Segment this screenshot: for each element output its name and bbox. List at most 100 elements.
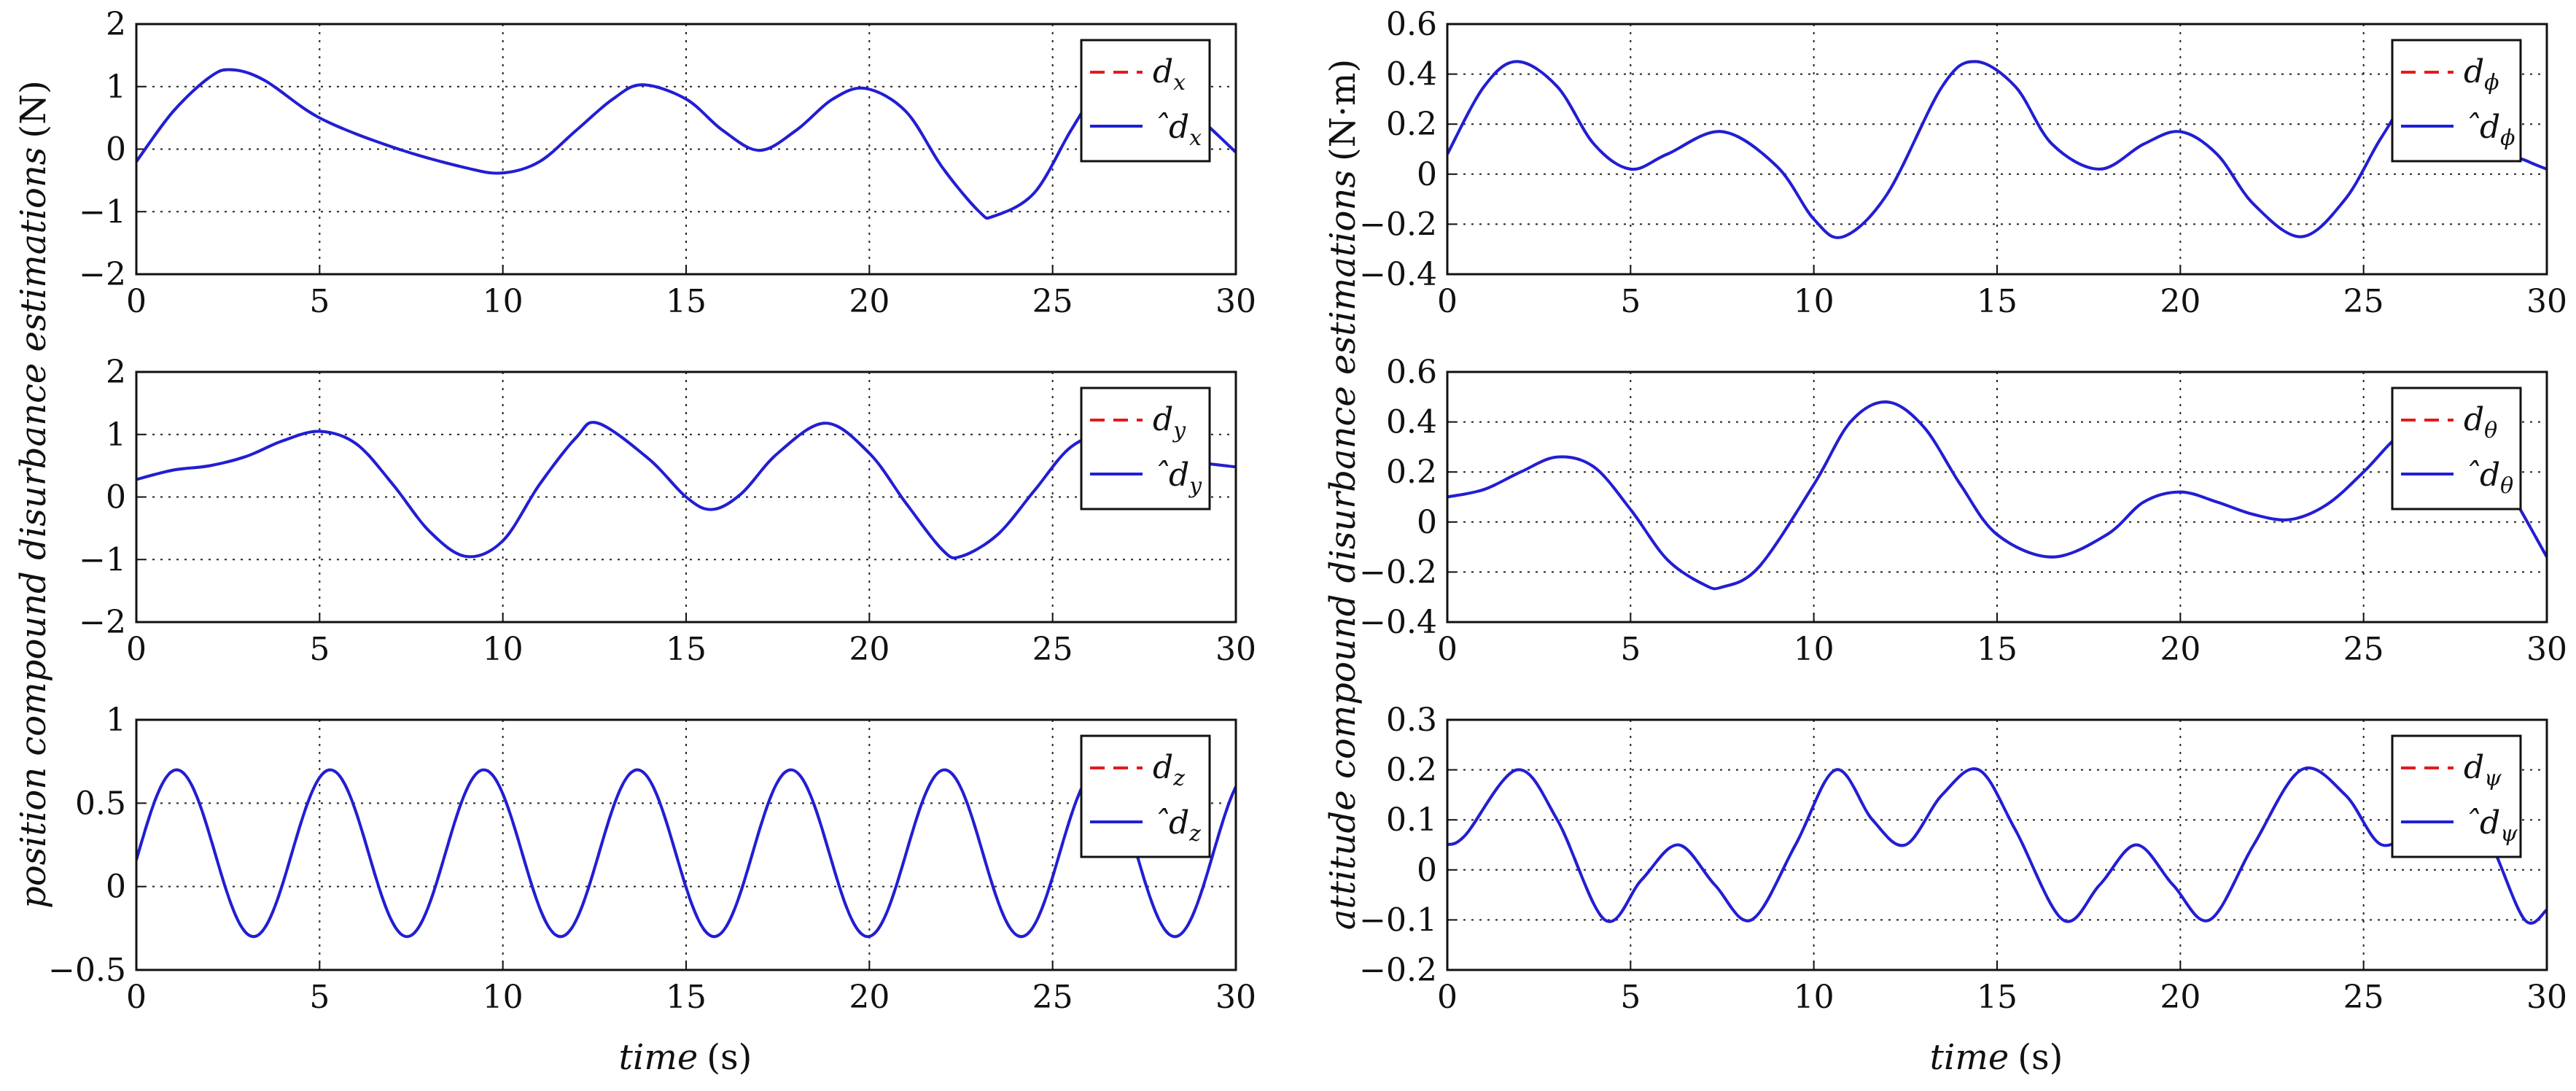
y-tick-label: 0 <box>1417 852 1437 889</box>
y-tick-label: 0.2 <box>1386 454 1437 491</box>
x-tick-label: 15 <box>1977 283 2017 320</box>
right-x-axis-label: time (s) <box>1930 1037 2063 1078</box>
x-tick-label: 20 <box>849 283 890 320</box>
y-tick-label: −0.1 <box>1359 901 1437 939</box>
legend-dpsi: dψ ˆdψ <box>2391 734 2522 858</box>
y-tick-label: 2 <box>106 354 126 391</box>
x-tick-label: 15 <box>1977 979 2017 1016</box>
y-tick-label: −0.4 <box>1359 604 1437 641</box>
x-tick-label: 0 <box>1437 631 1458 668</box>
series-line-d_theta_hat <box>1447 400 2547 591</box>
y-tick-label: 1 <box>106 702 126 739</box>
y-tick-label: 0 <box>1417 504 1437 541</box>
x-tick-label: 10 <box>1794 283 1834 320</box>
axes-frame-dx <box>135 23 1237 276</box>
x-tick-label: 25 <box>2343 283 2384 320</box>
x-tick-label: 10 <box>483 283 524 320</box>
x-tick-label: 0 <box>1437 979 1458 1016</box>
x-tick-label: 5 <box>309 283 330 320</box>
x-tick-label: 30 <box>1215 631 1256 668</box>
series-line-d_x_hat <box>136 68 1236 220</box>
y-tick-label: −0.2 <box>1359 952 1437 989</box>
y-tick-label: −0.2 <box>1359 554 1437 591</box>
y-tick-label: 0.4 <box>1386 56 1437 93</box>
x-tick-label: 25 <box>1032 979 1073 1016</box>
x-tick-label: 25 <box>1032 283 1073 320</box>
y-tick-label: 1 <box>106 69 126 106</box>
right-y-axis-label: attitude compound disurbance estimations… <box>1323 59 1363 930</box>
series-line-d_y_hat <box>136 421 1236 560</box>
y-tick-label: 0 <box>1417 156 1437 193</box>
series-line-d_phi_hat <box>1447 60 2547 239</box>
x-tick-label: 30 <box>1215 283 1256 320</box>
legend-box <box>1080 39 1211 163</box>
axes-frame-dphi <box>1446 23 2548 276</box>
y-tick-label: 0.5 <box>75 785 126 822</box>
panel-dtheta: 0 5 10 15 20 25 30 0.6 0.4 0.2 0 −0.2 −0.4 dθ ˆdθ <box>1359 354 2567 668</box>
y-tick-label: 0.4 <box>1386 404 1437 441</box>
legend-label-estimate: ˆdθ <box>2464 457 2513 499</box>
y-tick-label: −1 <box>79 193 126 230</box>
legend-label-truth: dθ <box>2464 401 2497 443</box>
left-y-axis-label: position compound disurbance estimations… <box>13 80 54 909</box>
x-tick-label: 5 <box>309 979 330 1016</box>
x-tick-label: 0 <box>126 283 147 320</box>
x-tick-label: 0 <box>126 979 147 1016</box>
y-tick-label: 0.2 <box>1386 106 1437 143</box>
x-tick-label: 20 <box>849 631 890 668</box>
axes-frame-dy <box>135 370 1237 624</box>
legend-label-truth: dϕ <box>2464 53 2499 96</box>
legend-label-truth: dy <box>1153 401 1186 443</box>
y-tick-label: −1 <box>79 541 126 578</box>
y-tick-label: −0.2 <box>1359 206 1437 243</box>
legend-box <box>2391 387 2522 510</box>
legend-label-estimate: ˆdx <box>1153 109 1202 151</box>
plot-area-dtheta <box>1447 372 2547 622</box>
x-tick-label: 15 <box>666 283 707 320</box>
legend-dz: dz ˆdz <box>1080 734 1211 858</box>
legend-dphi: dϕ ˆdϕ <box>2391 39 2522 163</box>
legend-dtheta: dθ ˆdθ <box>2391 387 2522 510</box>
x-tick-label: 5 <box>1620 283 1641 320</box>
y-tick-label: 0 <box>106 869 126 906</box>
left-x-axis-label: time (s) <box>619 1037 752 1078</box>
x-tick-label: 30 <box>2526 979 2567 1016</box>
panel-dphi: 0 5 10 15 20 25 30 0.6 0.4 0.2 0 −0.2 −0.4 dϕ ˆdϕ <box>1359 6 2567 320</box>
x-tick-label: 20 <box>2160 283 2201 320</box>
panel-dpsi: 0 5 10 15 20 25 30 0.3 0.2 0.1 0 −0.1 −0.2 dψ ˆdψ <box>1359 702 2567 1016</box>
legend-label-estimate: ˆdψ <box>2464 804 2518 847</box>
y-tick-label: 2 <box>106 6 126 43</box>
legend-box <box>2391 39 2522 163</box>
x-tick-label: 30 <box>2526 631 2567 668</box>
x-tick-label: 5 <box>309 631 330 668</box>
legend-label-truth: dz <box>1153 749 1185 791</box>
y-tick-label: 0 <box>106 131 126 168</box>
x-tick-label: 15 <box>666 631 707 668</box>
x-tick-label: 20 <box>2160 631 2201 668</box>
x-tick-label: 10 <box>1794 631 1834 668</box>
x-tick-label: 5 <box>1620 631 1641 668</box>
legend-box <box>1080 387 1211 510</box>
x-tick-label: 5 <box>1620 979 1641 1016</box>
plot-area-dz <box>136 720 1236 970</box>
y-tick-label: −0.4 <box>1359 256 1437 293</box>
x-tick-label: 20 <box>849 979 890 1016</box>
x-tick-label: 15 <box>1977 631 2017 668</box>
legend-box <box>2391 734 2522 858</box>
x-tick-label: 15 <box>666 979 707 1016</box>
y-tick-label: 1 <box>106 416 126 454</box>
y-tick-label: 0.1 <box>1386 801 1437 839</box>
x-tick-label: 30 <box>1215 979 1256 1016</box>
y-tick-label: −2 <box>79 256 126 293</box>
x-tick-label: 0 <box>1437 283 1458 320</box>
axes-frame-dpsi <box>1446 718 2548 971</box>
x-tick-label: 30 <box>2526 283 2567 320</box>
x-tick-label: 0 <box>126 631 147 668</box>
series-line-d_z_hat <box>136 768 1236 939</box>
y-tick-label: 0 <box>106 479 126 516</box>
y-tick-label: 0.6 <box>1386 6 1437 43</box>
x-tick-label: 20 <box>2160 979 2201 1016</box>
legend-label-estimate: ˆdϕ <box>2464 109 2515 151</box>
